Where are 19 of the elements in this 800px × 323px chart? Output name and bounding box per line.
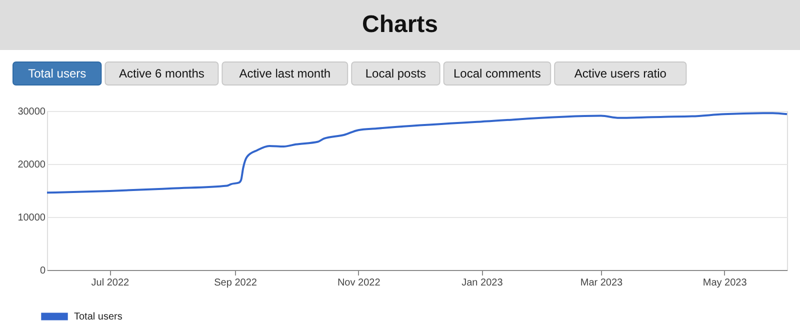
chart-title: Charts	[362, 11, 438, 38]
text: Active users ratio	[574, 66, 667, 80]
x-tick-label: Jan 2023	[462, 278, 504, 288]
y-tick-label: 20000	[18, 160, 46, 170]
x-tick-label: Sep 2022	[214, 278, 258, 288]
legend-label: Total users	[74, 312, 122, 322]
y-tick-label: 30000	[18, 106, 46, 118]
x-tick-label: Jul 2022	[91, 278, 130, 288]
y-tick-label: 10000	[18, 212, 46, 224]
x-tick-label: May 2023	[702, 278, 748, 288]
y-tick-label: 0	[40, 266, 46, 276]
text: Active last month	[239, 66, 331, 80]
x-tick-label: Nov 2022	[337, 278, 381, 288]
line-series	[46, 112, 788, 194]
text: Active 6 months	[119, 66, 204, 80]
text: Local comments	[454, 66, 541, 80]
text: Total users	[28, 66, 86, 80]
text: Local posts	[365, 66, 426, 80]
x-tick-label: Mar 2023	[580, 278, 624, 288]
